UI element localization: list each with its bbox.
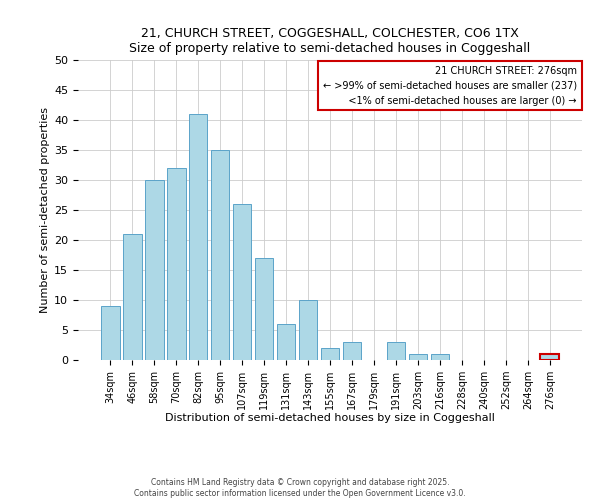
Bar — [299, 300, 317, 360]
Bar — [541, 354, 559, 360]
Bar — [409, 354, 427, 360]
Bar — [167, 168, 185, 360]
Bar — [123, 234, 142, 360]
Bar — [277, 324, 295, 360]
Bar — [320, 348, 340, 360]
Bar — [255, 258, 274, 360]
Bar — [343, 342, 361, 360]
Bar — [101, 306, 119, 360]
Bar — [386, 342, 405, 360]
Y-axis label: Number of semi-detached properties: Number of semi-detached properties — [40, 107, 50, 313]
Bar — [431, 354, 449, 360]
Bar — [189, 114, 208, 360]
Text: Contains HM Land Registry data © Crown copyright and database right 2025.
Contai: Contains HM Land Registry data © Crown c… — [134, 478, 466, 498]
Bar — [211, 150, 229, 360]
Title: 21, CHURCH STREET, COGGESHALL, COLCHESTER, CO6 1TX
Size of property relative to : 21, CHURCH STREET, COGGESHALL, COLCHESTE… — [130, 26, 530, 54]
Text: 21 CHURCH STREET: 276sqm
← >99% of semi-detached houses are smaller (237)
   <1%: 21 CHURCH STREET: 276sqm ← >99% of semi-… — [323, 66, 577, 106]
Bar — [233, 204, 251, 360]
Bar — [145, 180, 164, 360]
X-axis label: Distribution of semi-detached houses by size in Coggeshall: Distribution of semi-detached houses by … — [165, 414, 495, 424]
